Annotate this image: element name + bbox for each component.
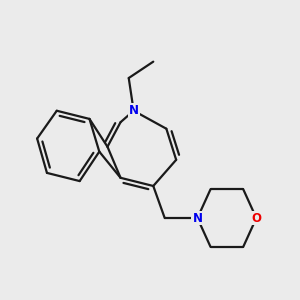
Text: N: N [129,104,139,117]
Text: O: O [251,212,261,224]
Text: N: N [192,212,203,224]
